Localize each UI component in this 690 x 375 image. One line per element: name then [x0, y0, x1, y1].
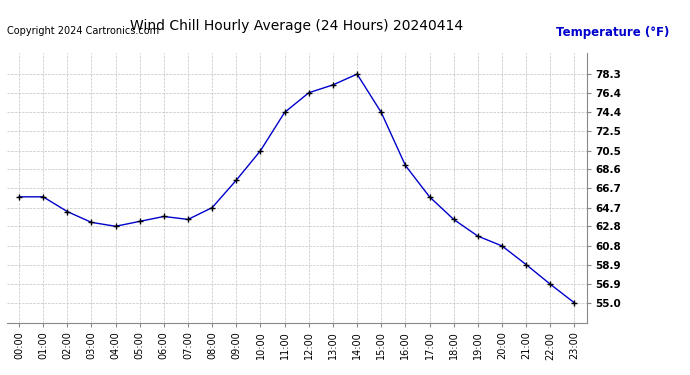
Text: Copyright 2024 Cartronics.com: Copyright 2024 Cartronics.com [7, 26, 159, 36]
Text: Wind Chill Hourly Average (24 Hours) 20240414: Wind Chill Hourly Average (24 Hours) 202… [130, 19, 463, 33]
Text: Temperature (°F): Temperature (°F) [556, 26, 669, 39]
